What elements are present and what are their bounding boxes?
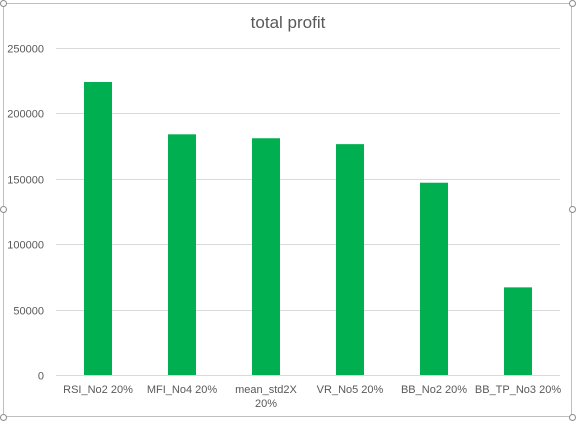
bar[interactable] xyxy=(84,82,112,376)
y-tick-label: 250000 xyxy=(7,44,44,56)
y-tick-label: 150000 xyxy=(7,175,44,187)
bar[interactable] xyxy=(420,182,448,375)
bar[interactable] xyxy=(504,287,532,375)
bar[interactable] xyxy=(336,144,364,375)
x-tick-label-line: RSI_No2 20% xyxy=(63,384,133,396)
x-tick-label: MFI_No4 20% xyxy=(147,384,218,396)
x-axis-tick-labels: RSI_No2 20% MFI_No4 20% mean_std2X 20% VR_No… xyxy=(63,384,561,410)
x-tick-label-line: 20% xyxy=(255,398,277,410)
x-tick-label-line: MFI_No4 20% xyxy=(147,384,218,396)
x-tick-label: VR_No5 20% xyxy=(317,384,384,396)
x-tick-label: BB_No2 20% xyxy=(401,384,467,396)
x-tick-label-line: mean_std2X xyxy=(235,384,297,396)
x-tick-label-line: BB_No2 20% xyxy=(401,384,467,396)
x-tick-label: BB_TP_No3 20% xyxy=(475,384,561,396)
y-axis-tick-labels: 0 50000 100000 150000 200000 250000 xyxy=(7,44,44,383)
bars xyxy=(84,82,532,376)
resize-handle-top-left[interactable] xyxy=(0,0,7,7)
bar[interactable] xyxy=(168,134,196,375)
gridlines xyxy=(56,48,560,376)
x-tick-label: mean_std2X 20% xyxy=(235,384,297,410)
bar[interactable] xyxy=(252,138,280,375)
y-tick-label: 0 xyxy=(38,371,44,383)
y-tick-label: 100000 xyxy=(7,240,44,252)
chart-title: total profit xyxy=(251,13,326,32)
y-tick-label: 200000 xyxy=(7,109,44,121)
x-tick-label-line: BB_TP_No3 20% xyxy=(475,384,561,396)
x-tick-label-line: VR_No5 20% xyxy=(317,384,384,396)
y-tick-label: 50000 xyxy=(13,306,44,318)
resize-handle-mid-left[interactable] xyxy=(0,206,7,213)
x-tick-label: RSI_No2 20% xyxy=(63,384,133,396)
